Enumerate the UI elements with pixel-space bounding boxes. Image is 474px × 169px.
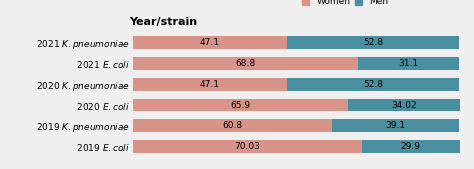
Text: 52.8: 52.8 — [363, 38, 383, 47]
Bar — [133, 140, 362, 153]
Bar — [362, 140, 460, 153]
Text: 47.1: 47.1 — [200, 80, 220, 89]
Bar — [358, 57, 459, 70]
Text: 60.8: 60.8 — [222, 121, 242, 130]
Bar — [133, 57, 358, 70]
Bar — [133, 36, 287, 49]
Text: 31.1: 31.1 — [399, 59, 419, 68]
Bar — [133, 78, 287, 91]
Bar — [287, 36, 459, 49]
Text: 68.8: 68.8 — [235, 59, 255, 68]
Legend: Women, Men: Women, Men — [299, 0, 392, 10]
Bar — [287, 78, 459, 91]
Text: 70.03: 70.03 — [234, 142, 260, 151]
Text: 39.1: 39.1 — [385, 121, 406, 130]
Text: 65.9: 65.9 — [230, 101, 251, 110]
Bar — [133, 99, 348, 112]
Text: 47.1: 47.1 — [200, 38, 220, 47]
Bar — [332, 119, 459, 132]
Text: 29.9: 29.9 — [401, 142, 420, 151]
Bar — [348, 99, 459, 112]
Text: 34.02: 34.02 — [391, 101, 417, 110]
Text: 52.8: 52.8 — [363, 80, 383, 89]
Bar — [133, 119, 332, 132]
Text: Year/strain: Year/strain — [129, 17, 198, 27]
